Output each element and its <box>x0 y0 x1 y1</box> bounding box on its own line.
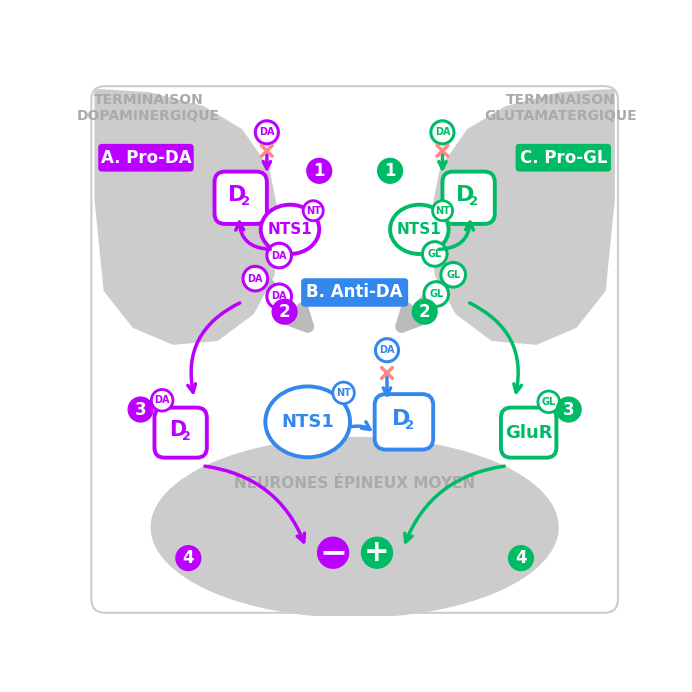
FancyBboxPatch shape <box>91 86 618 613</box>
Ellipse shape <box>390 205 448 254</box>
Circle shape <box>267 243 291 268</box>
FancyBboxPatch shape <box>98 144 194 172</box>
Text: −: − <box>319 536 347 570</box>
FancyArrowPatch shape <box>405 466 504 542</box>
Text: D: D <box>228 185 247 205</box>
Ellipse shape <box>261 205 319 254</box>
Circle shape <box>267 284 291 309</box>
FancyArrowPatch shape <box>236 222 271 249</box>
Text: 1: 1 <box>384 162 396 180</box>
Text: 3: 3 <box>563 401 574 419</box>
Text: 4: 4 <box>183 549 194 567</box>
Text: NT: NT <box>306 206 320 216</box>
FancyBboxPatch shape <box>301 278 408 307</box>
Text: GL: GL <box>446 270 460 280</box>
Text: 1: 1 <box>313 162 325 180</box>
FancyBboxPatch shape <box>215 172 267 224</box>
Text: DA: DA <box>435 127 450 137</box>
Text: GL: GL <box>429 289 444 299</box>
Text: 2: 2 <box>279 302 291 320</box>
Text: +: + <box>364 538 390 567</box>
FancyArrowPatch shape <box>205 466 304 542</box>
Circle shape <box>432 201 453 221</box>
Text: NT: NT <box>435 206 450 216</box>
Text: 4: 4 <box>515 549 527 567</box>
FancyBboxPatch shape <box>442 172 495 224</box>
Circle shape <box>255 121 278 144</box>
Text: A. Pro-DA: A. Pro-DA <box>100 149 191 167</box>
FancyArrowPatch shape <box>439 222 473 249</box>
Text: NT: NT <box>336 388 351 398</box>
Circle shape <box>152 390 173 411</box>
FancyArrowPatch shape <box>470 303 522 392</box>
Circle shape <box>361 536 393 569</box>
Text: 2: 2 <box>469 195 479 208</box>
Circle shape <box>175 545 201 571</box>
Text: C. Pro-GL: C. Pro-GL <box>520 149 607 167</box>
Text: DA: DA <box>248 273 263 284</box>
FancyBboxPatch shape <box>516 144 611 172</box>
Text: 2: 2 <box>242 195 251 208</box>
Circle shape <box>538 391 559 412</box>
Text: NTS1: NTS1 <box>268 222 312 237</box>
Circle shape <box>376 338 399 362</box>
Text: NTS1: NTS1 <box>397 222 441 237</box>
Circle shape <box>431 121 454 144</box>
Circle shape <box>317 536 349 569</box>
FancyArrowPatch shape <box>352 422 370 430</box>
Text: GluR: GluR <box>505 424 552 441</box>
Text: 2: 2 <box>405 419 414 432</box>
Text: NTS1: NTS1 <box>281 413 334 431</box>
Circle shape <box>333 382 354 403</box>
FancyBboxPatch shape <box>154 408 207 457</box>
FancyBboxPatch shape <box>501 408 556 457</box>
Text: D: D <box>392 409 410 429</box>
Text: B. Anti-DA: B. Anti-DA <box>307 284 403 302</box>
FancyArrowPatch shape <box>188 303 239 392</box>
Text: 2: 2 <box>419 302 430 320</box>
Circle shape <box>127 397 154 423</box>
Text: 2: 2 <box>181 430 190 443</box>
Circle shape <box>271 299 298 325</box>
Text: NEURONES ÉPINEUX MOYEN: NEURONES ÉPINEUX MOYEN <box>234 476 475 491</box>
Text: DA: DA <box>154 395 170 406</box>
Circle shape <box>243 266 268 291</box>
Text: TERMINAISON
GLUTAMATERGIQUE: TERMINAISON GLUTAMATERGIQUE <box>484 93 637 122</box>
Text: 3: 3 <box>135 401 147 419</box>
Circle shape <box>508 545 534 571</box>
Circle shape <box>424 282 448 307</box>
Text: DA: DA <box>259 127 275 137</box>
Text: GL: GL <box>542 397 556 407</box>
Text: DA: DA <box>379 345 394 355</box>
Polygon shape <box>94 89 279 345</box>
Text: DA: DA <box>271 291 287 301</box>
Circle shape <box>303 201 323 221</box>
Polygon shape <box>430 89 615 345</box>
Text: DA: DA <box>271 251 287 260</box>
Text: TERMINAISON
DOPAMINERGIQUE: TERMINAISON DOPAMINERGIQUE <box>77 93 220 122</box>
Circle shape <box>306 158 332 184</box>
Circle shape <box>377 158 403 184</box>
FancyBboxPatch shape <box>374 394 433 450</box>
Circle shape <box>556 397 582 423</box>
Ellipse shape <box>265 386 350 457</box>
Circle shape <box>441 262 466 287</box>
Circle shape <box>412 299 438 325</box>
Text: D: D <box>456 185 475 205</box>
Circle shape <box>422 242 447 266</box>
Text: GL: GL <box>428 249 442 259</box>
Ellipse shape <box>151 437 558 618</box>
Text: D: D <box>169 419 186 439</box>
